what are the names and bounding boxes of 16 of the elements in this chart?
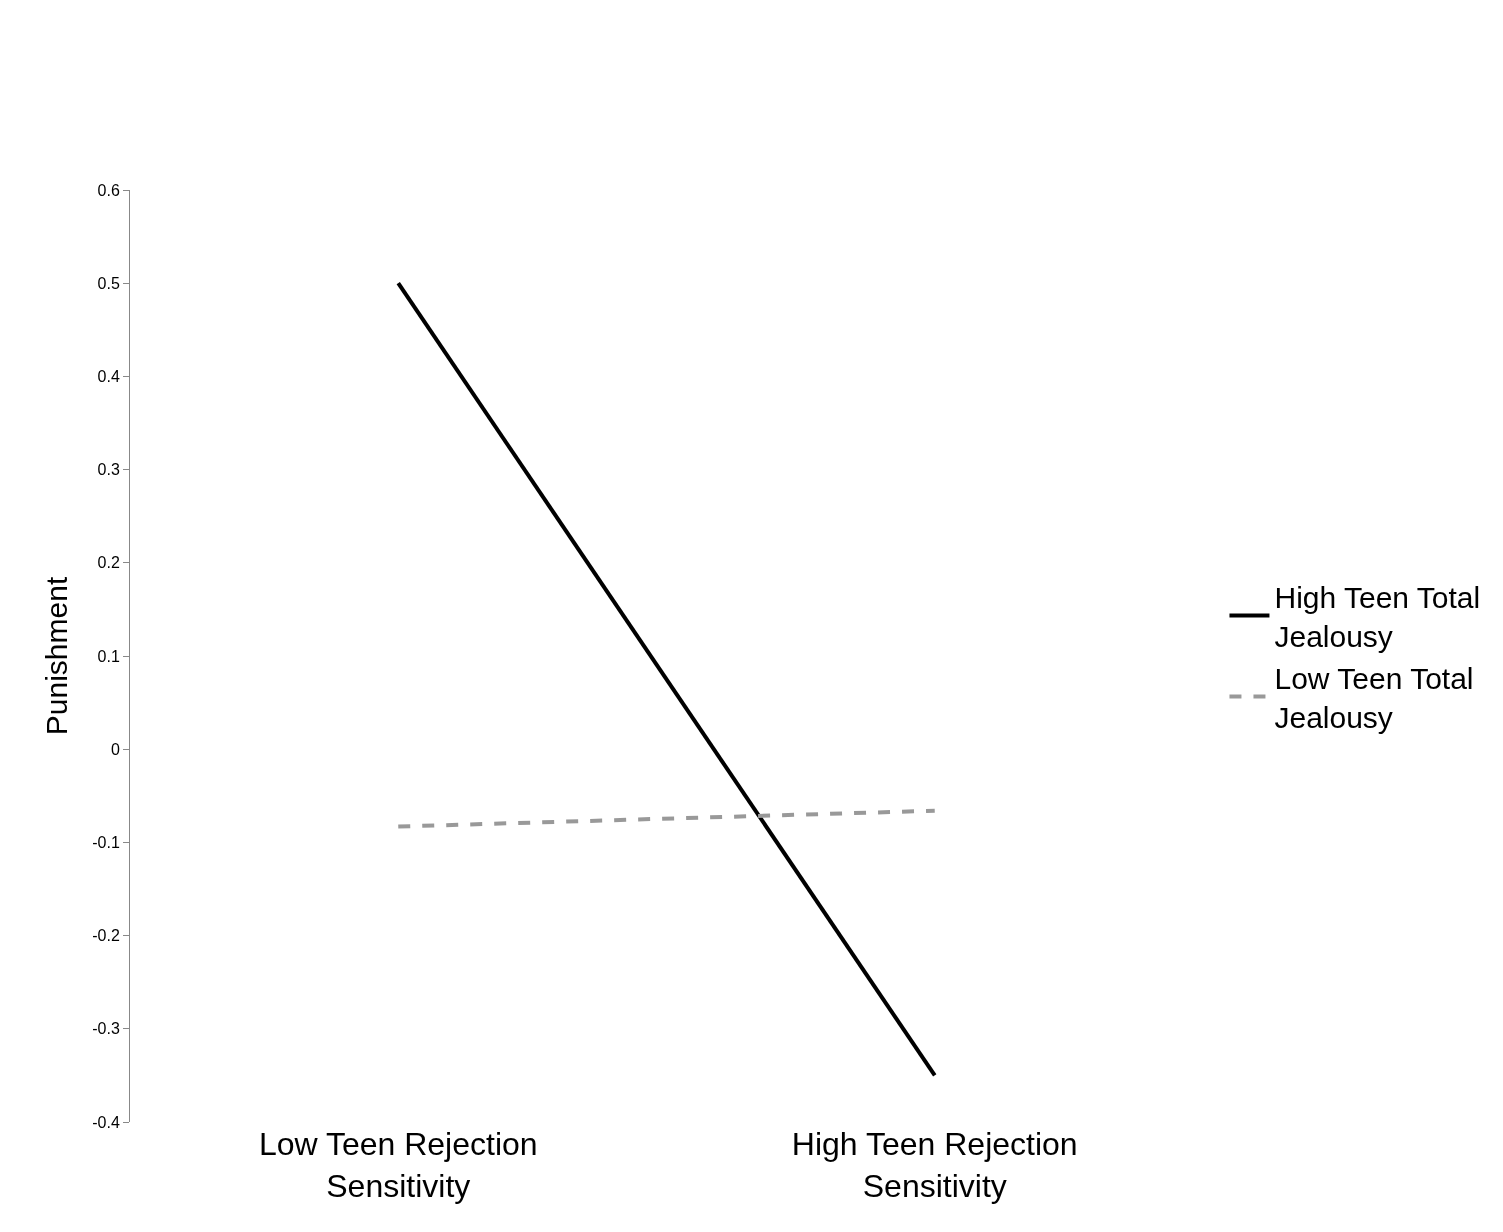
y-tick-label: -0.2 [92,927,120,945]
y-tick-label: -0.4 [92,1113,120,1131]
x-tick-label: High Teen Rejection Sensitivity [791,1126,1078,1204]
y-axis-title: Punishment [40,576,74,736]
y-tick-label: 0.3 [97,461,120,479]
y-tick-label: 0.6 [97,181,120,199]
y-tick-label: -0.3 [92,1020,120,1038]
x-tick-label: Low Teen Rejection Sensitivity [258,1126,538,1204]
y-tick-label: 0.4 [97,368,120,385]
y-tick-label: -0.1 [92,834,120,851]
legend-label: Low Teen Total Jealousy [1274,661,1474,734]
y-tick-label: 0.1 [97,647,120,665]
y-tick-label: 0.2 [97,554,120,572]
y-tick-label: 0 [110,740,120,758]
y-tick-label: 0.5 [97,274,120,292]
legend-label: High Teen Total Jealousy [1274,580,1481,653]
